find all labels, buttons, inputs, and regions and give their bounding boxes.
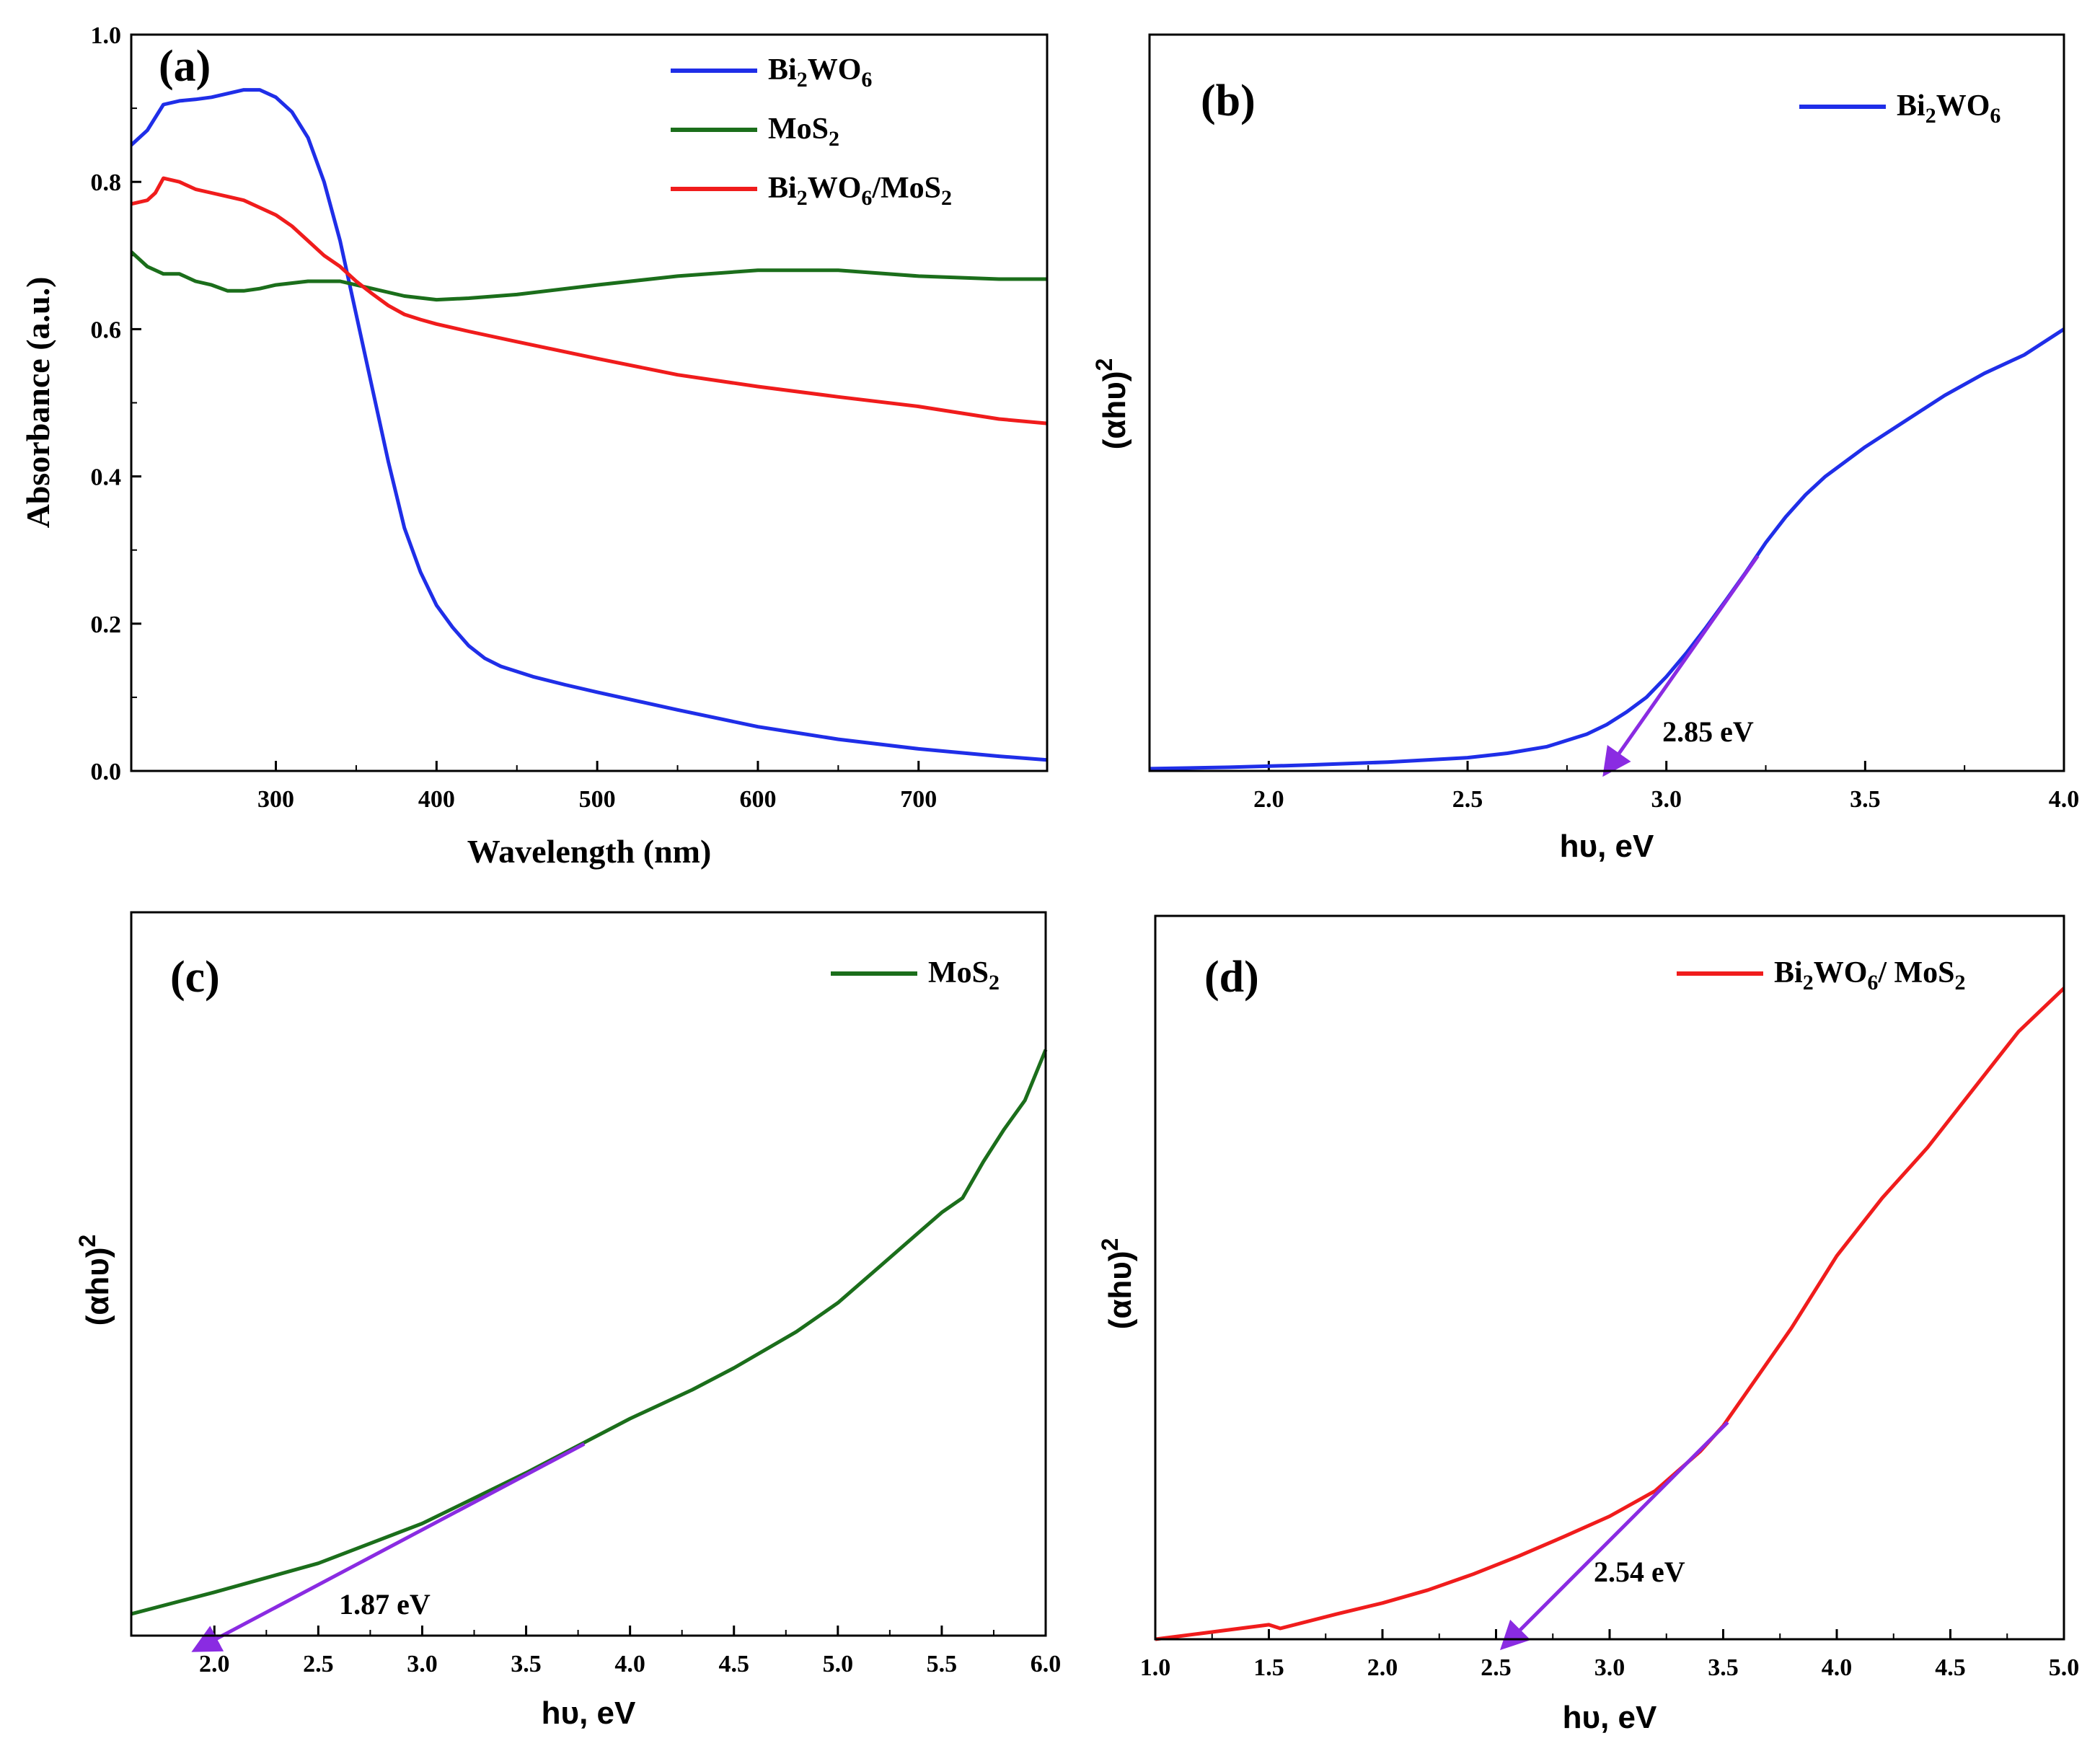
x-axis-title-a: Wavelength (nm)	[467, 833, 712, 870]
plot-area-a: 300 400 500 600 700 0.0 0.2 0.4 0.6 0.8 1.0	[91, 22, 1048, 813]
panel-c: 2.0 2.5 3.0 3.5 4.0 4.5 5.0 5.5 6.0 1.87 eV (c) h…	[74, 911, 1062, 1731]
series-line-bi2wo6	[130, 88, 1048, 762]
panel-label-a: (a)	[159, 42, 211, 91]
x-tick-label: 5.5	[927, 1651, 958, 1677]
y-axis-title-c: (αhυ)2	[74, 1235, 115, 1326]
legend-label: MoS2	[928, 956, 1000, 995]
x-axis-title-d: hυ, eV	[1563, 1700, 1657, 1735]
x-tick-label: 5.0	[823, 1651, 854, 1677]
axes-frame-c	[130, 911, 1047, 1637]
y-tick-label: 0.2	[91, 612, 122, 638]
y-axis-title-a: Absorbance (a.u.)	[19, 277, 56, 529]
panel-a: 300 400 500 600 700 0.0 0.2 0.4 0.6 0.8 1.0 (a) Wa…	[19, 22, 1049, 870]
y-tick-label: 0.4	[91, 464, 122, 491]
panel-label-d: (d)	[1204, 953, 1259, 1002]
series-line-mos2	[131, 1049, 1048, 1616]
legend-d: Bi2WO6/ MoS2	[1677, 956, 1966, 995]
y-tick-label: 0.8	[91, 169, 122, 196]
x-axis-title-b: hυ, eV	[1560, 829, 1654, 864]
panel-label-b: (b)	[1201, 76, 1256, 125]
y-axis-title-b: (αhυ)2	[1091, 358, 1132, 450]
x-tick-label: 2.5	[303, 1651, 334, 1677]
x-tick-label: 6.0	[1031, 1651, 1062, 1677]
legend-label: Bi2WO6/ MoS2	[1774, 956, 1966, 995]
legend-a: Bi2WO6 MoS2 Bi2WO6/MoS2	[671, 53, 952, 210]
legend-b: Bi2WO6	[1799, 89, 2000, 128]
x-tick-label: 500	[579, 786, 616, 813]
x-tick-label: 2.0	[1253, 786, 1284, 813]
legend-label: Bi2WO6	[1897, 89, 2000, 128]
axes-frame-a	[130, 33, 1049, 772]
x-tick-label: 1.5	[1253, 1654, 1284, 1681]
x-tick-label: 3.0	[1651, 786, 1682, 813]
legend-label: Bi2WO6	[768, 53, 872, 92]
plot-area-b: 2.0 2.5 3.0 3.5 4.0 2.85 eV	[1149, 327, 2080, 813]
bandgap-annotation: 2.85 eV	[1662, 715, 1754, 748]
x-tick-label: 3.0	[407, 1651, 438, 1677]
x-tick-label: 400	[418, 786, 455, 813]
series-line-composite	[131, 176, 1048, 425]
tangent-arrow	[1602, 555, 1760, 777]
x-tick-label: 5.0	[2049, 1654, 2080, 1681]
legend-c: MoS2	[831, 956, 1000, 995]
x-tick-label: 2.5	[1452, 786, 1483, 813]
plot-area-c: 2.0 2.5 3.0 3.5 4.0 4.5 5.0 5.5 6.0 1.87 eV	[131, 1049, 1062, 1677]
panel-d: 1.0 1.5 2.0 2.5 3.0 3.5 4.0 4.5 5.0 2.54 eV (d) h…	[1097, 914, 2080, 1735]
x-tick-label: 4.0	[2049, 786, 2080, 813]
legend-label: Bi2WO6/MoS2	[768, 172, 952, 210]
x-tick-label: 3.5	[1708, 1654, 1739, 1681]
legend-label: MoS2	[768, 113, 839, 151]
y-tick-label: 0.0	[91, 759, 122, 785]
series-line-composite	[1155, 987, 2065, 1641]
x-tick-label: 3.0	[1594, 1654, 1625, 1681]
series-line-mos2	[130, 250, 1047, 302]
x-tick-label: 3.5	[511, 1651, 542, 1677]
panel-label-c: (c)	[170, 953, 220, 1002]
x-tick-label: 300	[257, 786, 294, 813]
x-tick-label: 4.5	[718, 1651, 749, 1677]
x-tick-label: 1.0	[1140, 1654, 1171, 1681]
x-tick-label: 4.0	[614, 1651, 645, 1677]
bandgap-annotation: 2.54 eV	[1594, 1556, 1685, 1588]
x-tick-label: 3.5	[1850, 786, 1881, 813]
series-line-bi2wo6	[1149, 327, 2065, 771]
x-axis-title-c: hυ, eV	[542, 1695, 636, 1731]
x-tick-label: 700	[900, 786, 937, 813]
bandgap-annotation: 1.87 eV	[339, 1588, 431, 1620]
tangent-arrow	[1500, 1421, 1729, 1651]
y-axis-title-d: (αhυ)2	[1097, 1238, 1138, 1330]
tangent-arrow	[191, 1442, 586, 1652]
x-tick-label: 600	[739, 786, 776, 813]
plot-area-d: 1.0 1.5 2.0 2.5 3.0 3.5 4.0 4.5 5.0 2.54 eV	[1140, 987, 2080, 1681]
x-tick-label: 2.0	[1367, 1654, 1398, 1681]
x-tick-label: 4.0	[1822, 1654, 1853, 1681]
axes-frame-b	[1148, 33, 2065, 772]
axes-frame-d	[1154, 914, 2065, 1641]
panel-b: 2.0 2.5 3.0 3.5 4.0 2.85 eV (b) hυ, eV (αhυ)2…	[1091, 33, 2080, 864]
y-tick-label: 0.6	[91, 317, 122, 343]
x-tick-label: 4.5	[1935, 1654, 1966, 1681]
x-tick-label: 2.5	[1481, 1654, 1512, 1681]
x-tick-label: 2.0	[199, 1651, 230, 1677]
y-tick-label: 1.0	[91, 22, 122, 49]
